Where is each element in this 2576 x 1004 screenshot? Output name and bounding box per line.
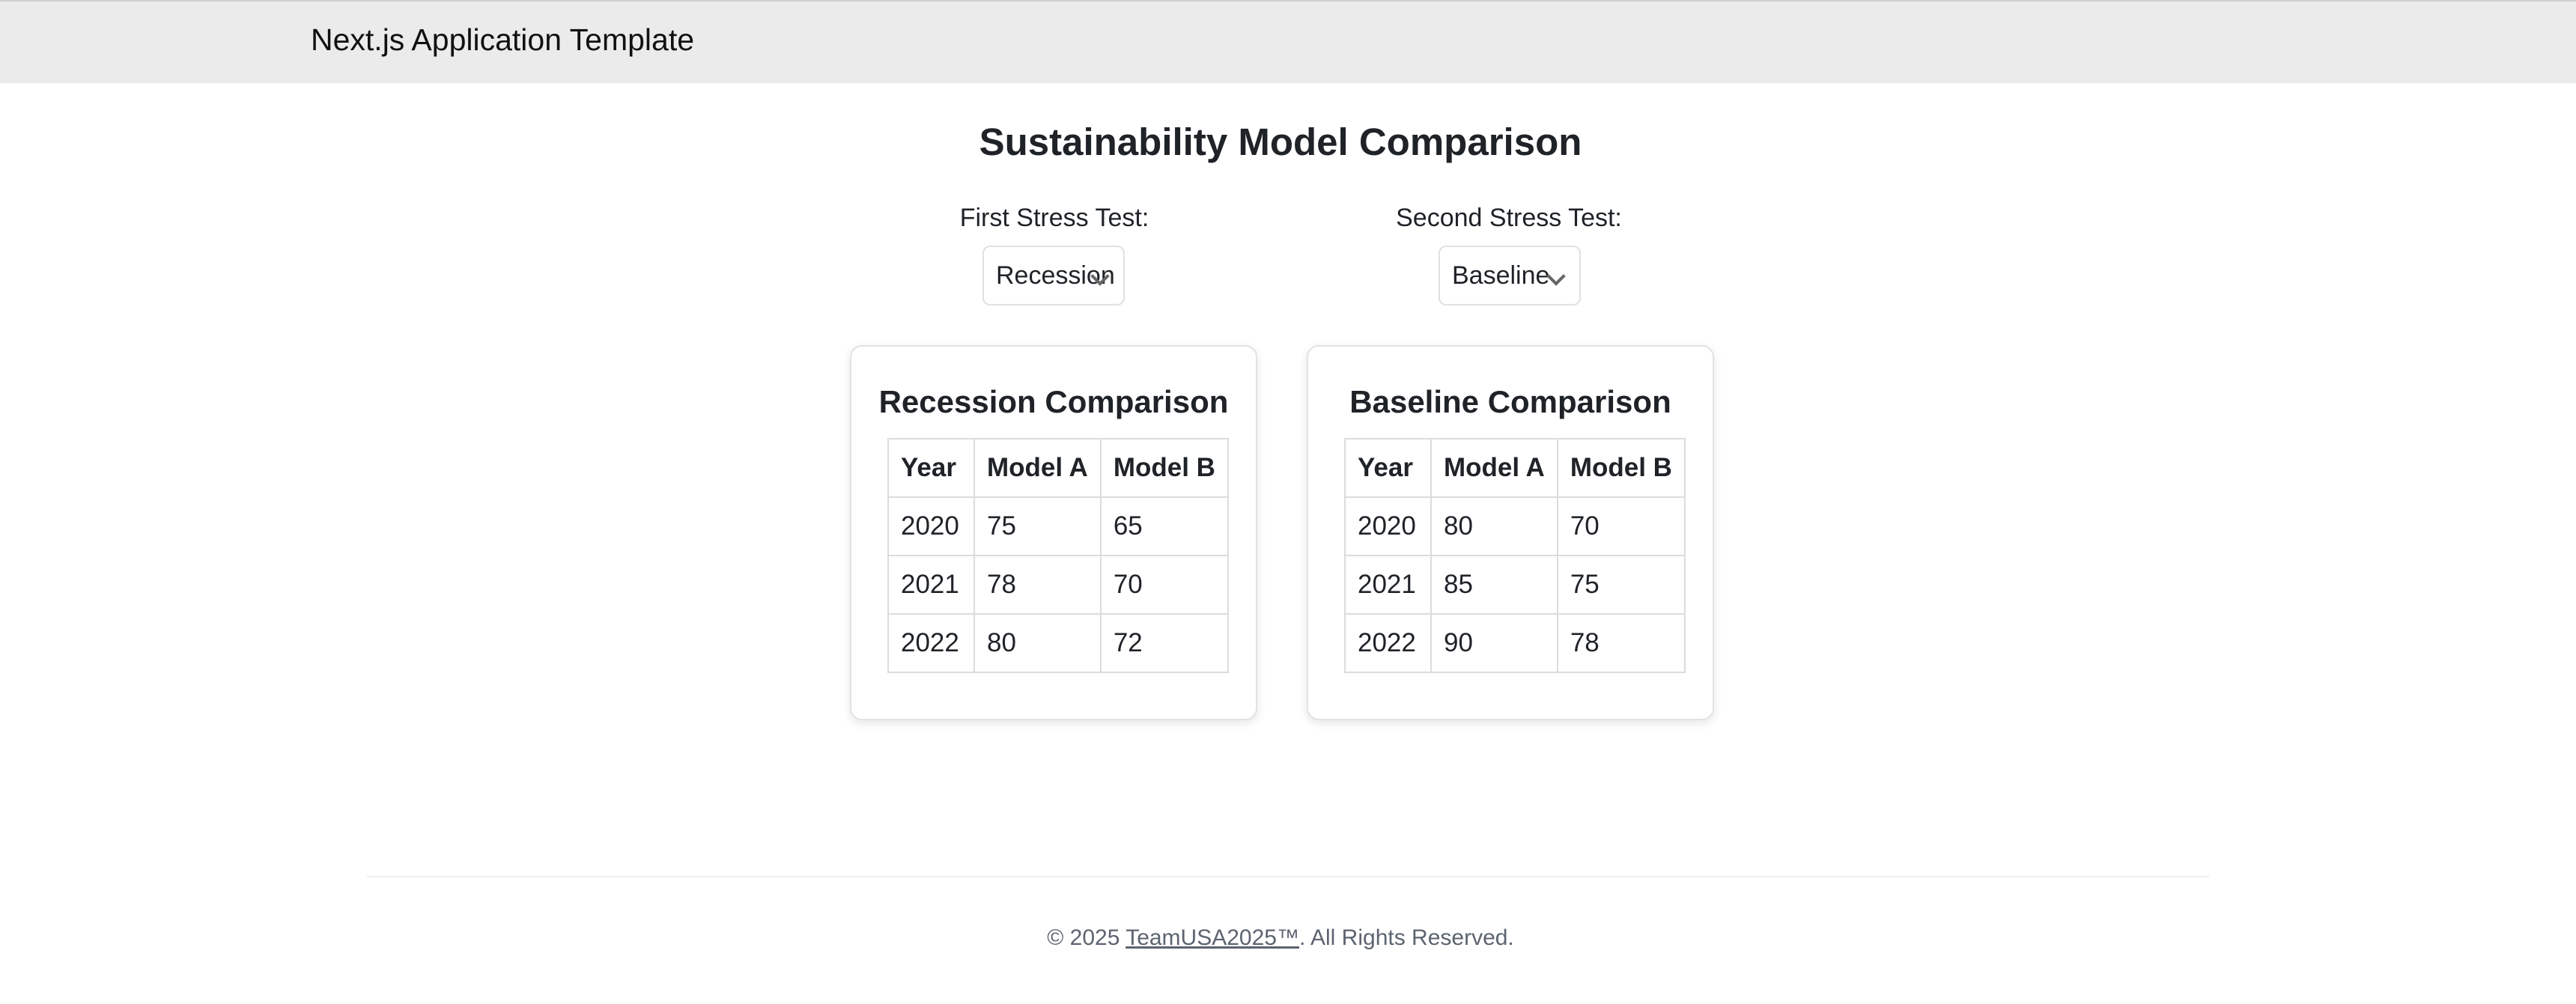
brand-title[interactable]: Next.js Application Template — [311, 22, 695, 57]
footer-rights: . All Rights Reserved. — [1298, 925, 1514, 950]
year-cell: 2021 — [1344, 555, 1432, 615]
model-b-cell: 75 — [1556, 555, 1686, 615]
table-row: 2021 85 75 — [1344, 555, 1686, 615]
first-stress-test-selector: First Stress Test: Recession — [882, 204, 1227, 305]
second-stress-test-label: Second Stress Test: — [1396, 204, 1622, 232]
footer-divider — [367, 876, 2209, 877]
footer: © 2025 TeamUSA2025™. All Rights Reserved… — [0, 925, 2561, 951]
comparison-table: Year Model A Model B 2020 80 70 2021 85 … — [1344, 438, 1686, 673]
top-navbar: Next.js Application Template — [0, 0, 2576, 83]
column-header-model-b: Model B — [1556, 438, 1686, 498]
model-b-cell: 70 — [1556, 496, 1686, 556]
column-header-model-a: Model A — [1430, 438, 1558, 498]
model-a-cell: 80 — [973, 613, 1102, 673]
card-title: Recession Comparison — [878, 384, 1229, 419]
first-stress-test-value: Recession — [996, 261, 1115, 290]
card-title: Baseline Comparison — [1349, 384, 1671, 419]
model-a-cell: 85 — [1430, 555, 1558, 615]
table-header-row: Year Model A Model B — [887, 438, 1229, 498]
column-header-model-b: Model B — [1099, 438, 1229, 498]
year-cell: 2022 — [1344, 613, 1432, 673]
comparison-table: Year Model A Model B 2020 75 65 2021 78 … — [887, 438, 1229, 673]
table-row: 2022 80 72 — [887, 613, 1229, 673]
model-b-cell: 70 — [1099, 555, 1229, 615]
table-header-row: Year Model A Model B — [1344, 438, 1686, 498]
table-row: 2020 80 70 — [1344, 496, 1686, 556]
table-row: 2020 75 65 — [887, 496, 1229, 556]
year-cell: 2021 — [887, 555, 975, 615]
second-stress-test-select[interactable]: Baseline — [1439, 246, 1581, 305]
year-cell: 2020 — [1344, 496, 1432, 556]
model-a-cell: 80 — [1430, 496, 1558, 556]
column-header-model-a: Model A — [973, 438, 1102, 498]
column-header-year: Year — [887, 438, 975, 498]
baseline-comparison-card: Baseline Comparison Year Model A Model B… — [1307, 345, 1714, 720]
second-stress-test-selector: Second Stress Test: Baseline — [1337, 204, 1681, 305]
column-header-year: Year — [1344, 438, 1432, 498]
team-link[interactable]: TeamUSA2025™ — [1126, 925, 1299, 950]
page-title: Sustainability Model Comparison — [979, 121, 1582, 163]
year-cell: 2020 — [887, 496, 975, 556]
model-b-cell: 65 — [1099, 496, 1229, 556]
first-stress-test-label: First Stress Test: — [959, 204, 1149, 232]
year-cell: 2022 — [887, 613, 975, 673]
second-stress-test-value: Baseline — [1452, 261, 1550, 290]
footer-copyright: © 2025 — [1047, 925, 1126, 950]
table-row: 2021 78 70 — [887, 555, 1229, 615]
model-a-cell: 90 — [1430, 613, 1558, 673]
model-a-cell: 75 — [973, 496, 1102, 556]
recession-comparison-card: Recession Comparison Year Model A Model … — [850, 345, 1257, 720]
model-b-cell: 78 — [1556, 613, 1686, 673]
table-row: 2022 90 78 — [1344, 613, 1686, 673]
first-stress-test-select[interactable]: Recession — [982, 246, 1125, 305]
model-a-cell: 78 — [973, 555, 1102, 615]
model-b-cell: 72 — [1099, 613, 1229, 673]
